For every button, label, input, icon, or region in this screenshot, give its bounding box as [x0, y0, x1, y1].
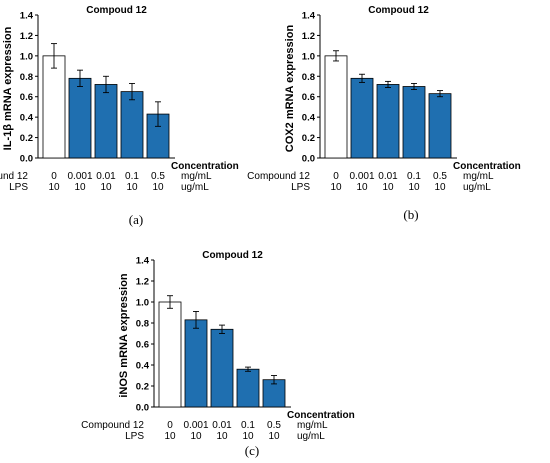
- y-tick-label: 1.4: [302, 11, 316, 22]
- x-tick-label-compound: 0.5: [267, 420, 281, 431]
- chart-panel-1: Compoud 12 0.0 0.2 0.4 0.6 0.8 1.0 1.2 1.4 IL-1β …: [0, 5, 239, 227]
- x-tick-label-compound: 0.01: [378, 171, 398, 182]
- x-tick-label-compound: 0.1: [407, 171, 421, 182]
- y-tick-label: 1.4: [20, 11, 34, 22]
- y-tick-label: 0.8: [136, 319, 149, 330]
- y-tick-label: 0.8: [302, 72, 315, 83]
- x-tick-label-lps: 10: [48, 182, 60, 193]
- bar: [324, 55, 348, 159]
- y-tick-label: 0.2: [20, 133, 33, 144]
- x-tick-label-compound: 0.1: [125, 171, 139, 182]
- unit-label-compound: mg/mL: [463, 171, 494, 182]
- bar: [402, 86, 426, 159]
- x-tick-label-lps: 10: [74, 182, 86, 193]
- y-tick-label: 1.4: [136, 256, 150, 267]
- x-tick-label-compound: 0.1: [241, 420, 255, 431]
- row-label-compound: Compound 12: [81, 420, 144, 431]
- panel-letter: (b): [403, 207, 418, 222]
- x-tick-label-lps: 10: [330, 182, 342, 193]
- unit-label-compound: mg/mL: [181, 171, 212, 182]
- x-tick-label-lps: 10: [216, 431, 228, 442]
- bar: [94, 84, 118, 159]
- bar: [158, 301, 182, 408]
- bar: [376, 84, 400, 159]
- bar: [350, 77, 374, 159]
- x-tick-label-lps: 10: [164, 431, 176, 442]
- bar: [42, 55, 66, 159]
- y-axis-label: iNOS mRNA expression: [118, 273, 130, 398]
- x-tick-label-lps: 10: [408, 182, 420, 193]
- x-tick-label-compound: 0.01: [96, 171, 116, 182]
- chart-title: Compoud 12: [86, 5, 147, 16]
- panel-letter: (c): [245, 443, 259, 458]
- y-tick-label: 0.6: [136, 340, 149, 351]
- y-tick-label: 1.0: [136, 298, 149, 309]
- chart-title: Compoud 12: [368, 5, 429, 16]
- panel-letter: (a): [129, 212, 143, 227]
- y-tick-label: 0.0: [20, 154, 33, 165]
- bar: [68, 77, 92, 159]
- y-tick-label: 1.0: [20, 51, 33, 62]
- x-tick-label-compound: 0.5: [433, 171, 447, 182]
- x-tick-label-lps: 10: [126, 182, 138, 193]
- y-tick-label: 0.2: [136, 382, 149, 393]
- row-label-compound: Compound 12: [0, 171, 28, 182]
- x-tick-label-lps: 10: [268, 431, 280, 442]
- x-tick-label-compound: 0.001: [183, 420, 208, 431]
- row-label-lps: LPS: [9, 182, 28, 193]
- y-tick-label: 0.2: [302, 133, 315, 144]
- bar: [428, 93, 452, 159]
- unit-label-lps: ug/mL: [297, 431, 325, 442]
- bar: [120, 91, 144, 159]
- y-tick-label: 0.6: [302, 92, 315, 103]
- y-axis-label: IL-1β mRNA expression: [2, 26, 14, 150]
- x-tick-label-compound: 0.01: [212, 420, 232, 431]
- unit-label-compound: mg/mL: [297, 420, 328, 431]
- y-tick-label: 0.4: [20, 113, 34, 124]
- x-tick-label-compound: 0: [167, 420, 173, 431]
- y-tick-label: 1.2: [302, 31, 315, 42]
- unit-label-lps: ug/mL: [181, 182, 209, 193]
- x-tick-label-compound: 0: [51, 171, 57, 182]
- chart-title: Compoud 12: [202, 250, 263, 261]
- y-tick-label: 1.2: [20, 31, 33, 42]
- y-tick-label: 0.0: [302, 154, 315, 165]
- chart-panel-3: Compoud 12 0.0 0.2 0.4 0.6 0.8 1.0 1.2 1.4 iNOS m…: [81, 250, 355, 458]
- x-tick-label-compound: 0.001: [67, 171, 92, 182]
- bar: [236, 368, 260, 408]
- row-label-compound: Compound 12: [247, 171, 310, 182]
- y-tick-label: 0.6: [20, 92, 33, 103]
- x-axis-label: Concentration: [171, 161, 239, 172]
- x-tick-label-lps: 10: [152, 182, 164, 193]
- x-axis-label: Concentration: [453, 161, 521, 172]
- y-axis-label: COX2 mRNA expression: [284, 25, 296, 153]
- row-label-lps: LPS: [125, 431, 144, 442]
- x-tick-label-lps: 10: [434, 182, 446, 193]
- bar: [210, 328, 234, 408]
- row-label-lps: LPS: [291, 182, 310, 193]
- x-tick-label-compound: 0: [333, 171, 339, 182]
- x-axis-label: Concentration: [287, 410, 355, 421]
- x-tick-label-compound: 0.001: [349, 171, 374, 182]
- x-tick-label-lps: 10: [190, 431, 202, 442]
- y-tick-label: 1.0: [302, 51, 315, 62]
- bar: [184, 319, 208, 408]
- y-tick-label: 0.8: [20, 72, 33, 83]
- y-tick-label: 0.4: [136, 361, 150, 372]
- chart-panel-2: Compoud 12 0.0 0.2 0.4 0.6 0.8 1.0 1.2 1.4 COX2 m…: [247, 5, 521, 222]
- y-tick-label: 1.2: [136, 277, 149, 288]
- x-tick-label-lps: 10: [356, 182, 368, 193]
- unit-label-lps: ug/mL: [463, 182, 491, 193]
- y-tick-label: 0.0: [136, 403, 149, 414]
- x-tick-label-lps: 10: [100, 182, 112, 193]
- x-tick-label-lps: 10: [382, 182, 394, 193]
- x-tick-label-lps: 10: [242, 431, 254, 442]
- x-tick-label-compound: 0.5: [151, 171, 165, 182]
- y-tick-label: 0.4: [302, 113, 316, 124]
